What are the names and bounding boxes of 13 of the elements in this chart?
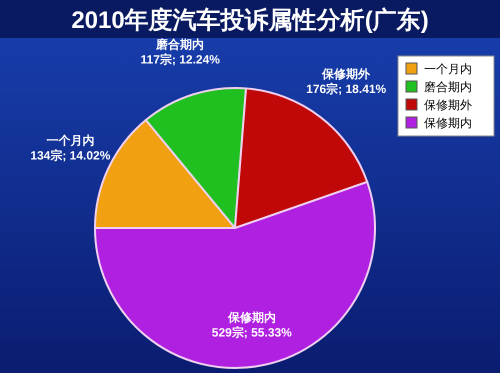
data-label: 529宗; 55.33% [212, 325, 292, 340]
slice-label: 磨合期内 [155, 37, 204, 52]
slice-label: 保修期外 [321, 66, 372, 81]
category-label: 保修期内 [424, 116, 472, 130]
legend-label: 磨合期内 [424, 80, 472, 94]
slice-label: 保修期内 [226, 310, 276, 324]
data-label: 134宗; 14.02% [30, 148, 111, 162]
data-label: 176宗; 18.41% [306, 82, 387, 96]
data-label: 117宗; 12.24% [140, 52, 220, 66]
legend-label: 保修期外 [424, 98, 472, 112]
chart-title: 2010年度汽车投诉属性分析(广东) [71, 7, 429, 34]
legend-label: 一个月内 [424, 62, 472, 76]
slice-label: 一个月内 [46, 133, 94, 148]
